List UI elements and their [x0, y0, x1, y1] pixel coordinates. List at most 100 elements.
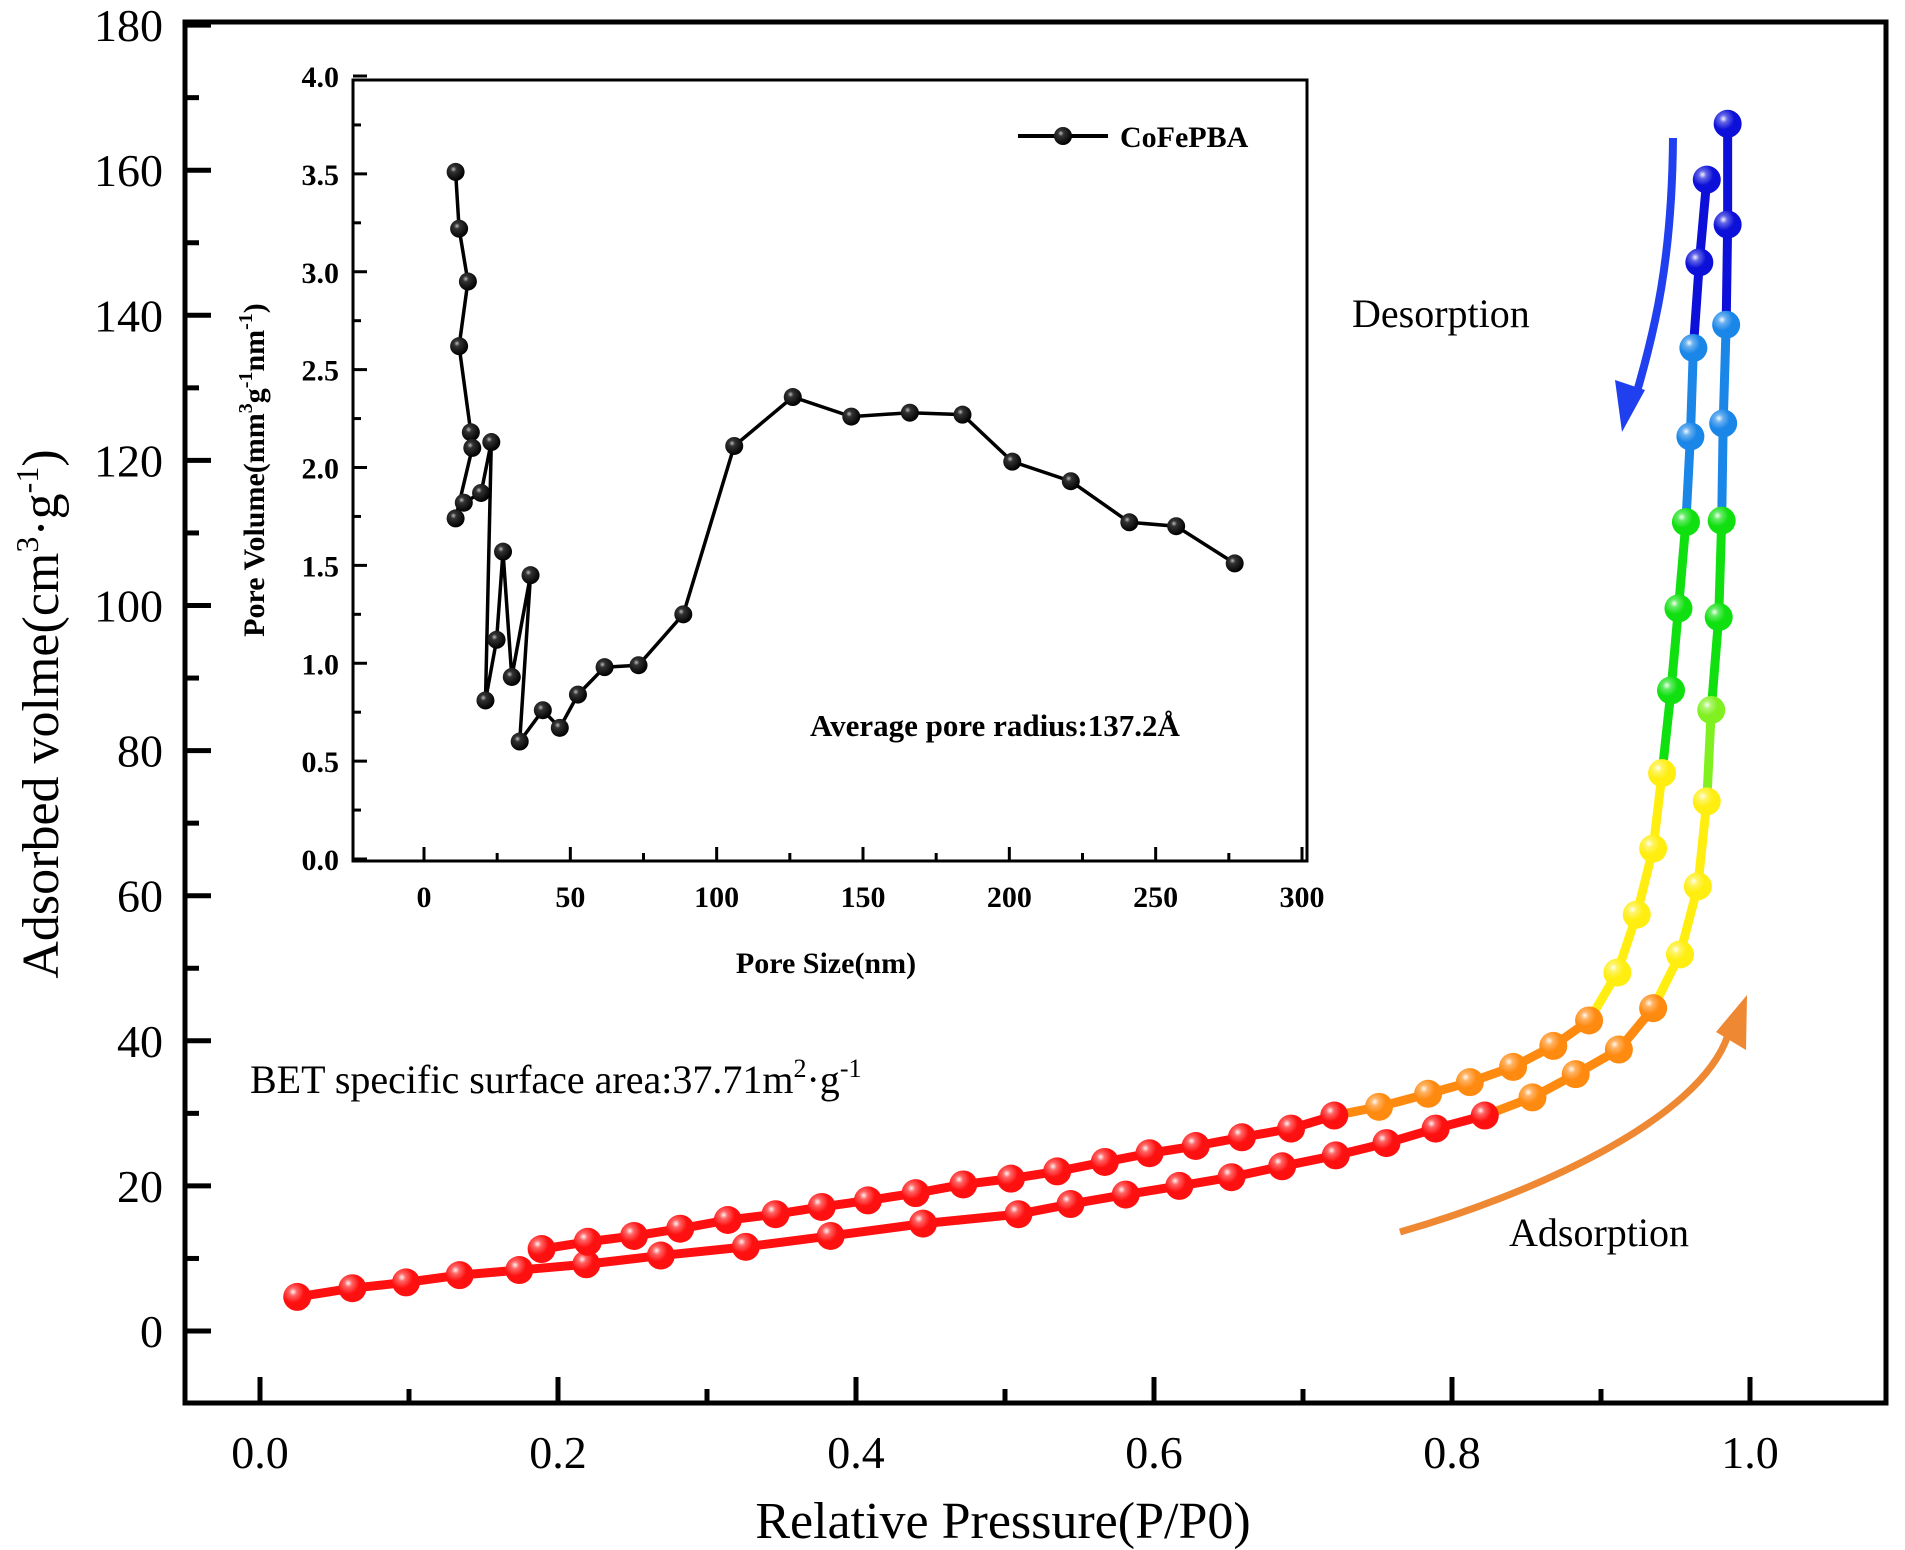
desorption-point-highlight [1671, 508, 1700, 537]
adsorption-point-highlight [1111, 1180, 1140, 1209]
desorption-point [1676, 422, 1705, 451]
adsorption-point [1470, 1101, 1499, 1130]
desorption-point-highlight [901, 1179, 930, 1208]
adsorption-point [1217, 1163, 1246, 1192]
desorption-point [713, 1205, 742, 1234]
desorption-point [1090, 1147, 1119, 1176]
adsorption-point-highlight [1004, 1200, 1033, 1229]
cofepba-point [510, 732, 529, 751]
desorption-point-highlight [1685, 248, 1714, 277]
main-y-tick-label: 80 [117, 726, 163, 777]
adsorption-point-highlight [1056, 1190, 1085, 1219]
adsorption-point [1604, 1035, 1633, 1064]
main-y-tick-label: 120 [94, 435, 163, 486]
desorption-point-highlight [527, 1235, 556, 1264]
adsorption-line-segment [741, 1231, 836, 1252]
cofepba-point [629, 656, 648, 675]
main-plot-frame [182, 19, 1889, 1406]
main-y-tick-label: 100 [94, 581, 163, 632]
desorption-point [996, 1164, 1025, 1193]
adsorption-point [646, 1241, 675, 1270]
desorption-point-highlight [1364, 1092, 1393, 1121]
desorption-point [1575, 1006, 1604, 1035]
cofepba-point [482, 433, 501, 452]
adsorption-point [283, 1282, 312, 1311]
desorption-point [1455, 1068, 1484, 1097]
cofepba-point [450, 219, 469, 238]
cofepba-point [533, 701, 552, 720]
desorption-point-highlight [761, 1200, 790, 1229]
desorption-point [1499, 1052, 1528, 1081]
adsorption-point [816, 1221, 845, 1250]
desorption-point [1639, 834, 1668, 863]
desorption-point-highlight [1676, 422, 1705, 451]
adsorption-point [1713, 109, 1742, 138]
desorption-point-highlight [1135, 1139, 1164, 1168]
adsorption-point-highlight [1683, 872, 1712, 901]
adsorption-point-highlight [1692, 787, 1721, 816]
cofepba-point [454, 493, 473, 512]
desorption-point [619, 1221, 648, 1250]
desorption-label: Desorption [1352, 291, 1530, 336]
desorption-line-segment [1673, 517, 1691, 613]
adsorption-arrow-icon [1399, 995, 1747, 1236]
adsorption-point [1056, 1190, 1085, 1219]
adsorption-point-highlight [909, 1209, 938, 1238]
inset-plot-frame [351, 78, 1309, 863]
desorption-point [1277, 1114, 1306, 1143]
cofepba-point [446, 509, 465, 528]
adsorption-point-highlight [283, 1282, 312, 1311]
cofepba-point [1167, 517, 1186, 536]
main-y-tick-label: 60 [117, 871, 163, 922]
cofepba-point [494, 542, 513, 561]
main-y-tick-label: 160 [94, 145, 163, 196]
desorption-point [949, 1170, 978, 1199]
cofepba-point [446, 162, 465, 181]
desorption-point [1648, 759, 1677, 788]
adsorption-label: Adsorption [1509, 1210, 1689, 1255]
inset-y-tick-label: 0.0 [302, 844, 340, 877]
adsorption-point-highlight [1268, 1152, 1297, 1181]
adsorption-point [1665, 940, 1694, 969]
adsorption-point [1639, 994, 1668, 1023]
desorption-point [853, 1186, 882, 1215]
adsorption-point-highlight [1518, 1083, 1547, 1112]
desorption-point-highlight [1090, 1147, 1119, 1176]
adsorption-point [1372, 1129, 1401, 1158]
main-x-tick-label: 0.4 [827, 1427, 885, 1478]
adsorption-point-highlight [1470, 1101, 1499, 1130]
desorption-point-highlight [1639, 834, 1668, 863]
adsorption-line-segment [1714, 516, 1727, 622]
inset-y-axis-title: Pore Volume(mm3g-1nm-1) [235, 303, 271, 637]
cofepba-point [458, 272, 477, 291]
adsorption-point [1707, 506, 1736, 535]
inset-x-tick-label: 150 [841, 881, 886, 914]
main-y-tick-label: 140 [94, 290, 163, 341]
inset-y-tick-label: 2.0 [302, 453, 340, 486]
adsorption-point [731, 1232, 760, 1261]
main-x-tick-label: 0.6 [1125, 1427, 1183, 1478]
bet-surface-area-annotation: BET specific surface area:37.71m2·g-1 [250, 1054, 861, 1102]
desorption-point [1622, 900, 1651, 929]
desorption-point-highlight [853, 1186, 882, 1215]
cofepba-point [450, 337, 469, 356]
cofepba-point [674, 605, 693, 624]
desorption-point-highlight [1227, 1123, 1256, 1152]
inset-x-tick-label: 250 [1133, 881, 1178, 914]
desorption-point-highlight [1414, 1079, 1443, 1108]
desorption-line-segment [1688, 257, 1704, 353]
cofepba-point [476, 691, 495, 710]
adsorption-point-highlight [1665, 940, 1694, 969]
cofepba-point [842, 407, 861, 426]
desorption-point [807, 1192, 836, 1221]
desorption-point [1539, 1031, 1568, 1060]
desorption-point [901, 1179, 930, 1208]
desorption-point-highlight [1539, 1031, 1568, 1060]
desorption-point-highlight [1277, 1114, 1306, 1143]
main-y-axis-title: Adsorbed volme(cm3·g-1) [9, 449, 70, 978]
desorption-point-highlight [1499, 1052, 1528, 1081]
adsorption-point [1709, 409, 1738, 438]
adsorption-point [1165, 1171, 1194, 1200]
adsorption-point [1111, 1180, 1140, 1209]
